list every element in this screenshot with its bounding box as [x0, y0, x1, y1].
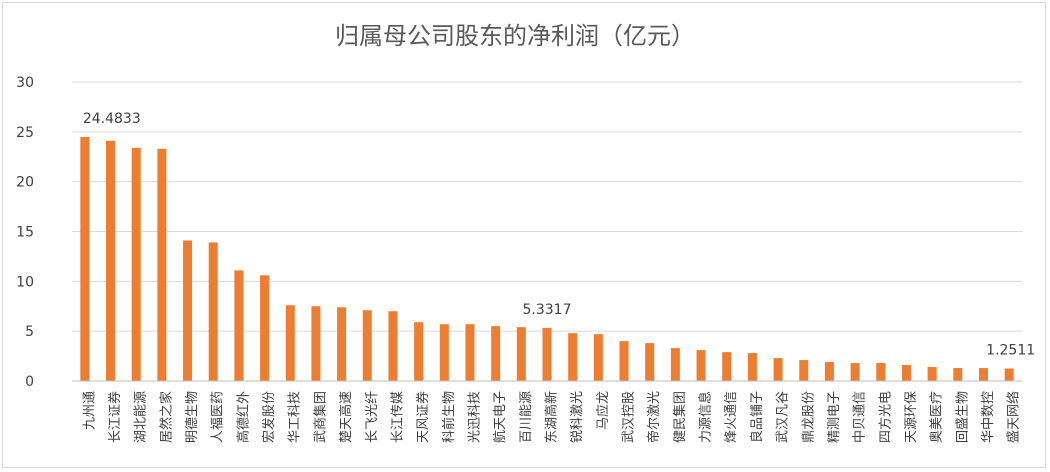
- y-tick-label: 10: [16, 274, 34, 290]
- bar: [131, 147, 141, 381]
- data-labels: 24.4833 5.3317 1.2511: [83, 111, 1035, 359]
- x-category-label: 马应龙: [595, 391, 611, 430]
- bar: [414, 322, 424, 381]
- bar: [234, 270, 244, 381]
- x-category-label: 航天电子: [492, 391, 508, 443]
- x-category-label: 武汉凡谷: [776, 391, 791, 443]
- bar: [568, 333, 578, 381]
- bar: [850, 363, 860, 381]
- bar: [824, 362, 834, 381]
- x-category-label: 科前生物: [441, 391, 457, 443]
- bar: [593, 334, 603, 381]
- bar: [106, 140, 116, 381]
- bar: [953, 368, 963, 381]
- x-category-label: 百川能源: [519, 391, 534, 443]
- data-label: 1.2511: [986, 343, 1035, 359]
- x-category-label: 明德生物: [185, 391, 200, 443]
- x-category-label: 湖北能源: [134, 391, 149, 443]
- x-category-label: 长飞光纤: [365, 391, 380, 443]
- bar: [619, 341, 629, 381]
- bar: [362, 310, 372, 381]
- bars: [80, 136, 1014, 381]
- bar: [1004, 368, 1014, 381]
- bar: [516, 327, 526, 381]
- chart-title: 归属母公司股东的净利润（亿元）: [335, 22, 695, 50]
- y-tick-label: 15: [16, 225, 34, 241]
- x-category-label: 力源信息: [698, 391, 714, 443]
- x-category-label: 回盛生物: [955, 391, 970, 443]
- x-category-label: 长江证券: [107, 391, 123, 443]
- bar: [645, 343, 655, 381]
- x-category-label: 高德红外: [235, 391, 251, 443]
- x-category-label: 良品铺子: [749, 391, 765, 443]
- bar: [439, 324, 449, 381]
- bar: [773, 358, 783, 381]
- bar: [927, 367, 937, 381]
- bar: [183, 240, 193, 381]
- bar: [157, 148, 167, 381]
- bar: [260, 275, 270, 381]
- bar: [208, 242, 218, 381]
- x-category-label: 宏发股份: [261, 391, 277, 443]
- x-category-label: 鼎龙股份: [801, 391, 816, 443]
- x-category-label: 锐科激光: [570, 391, 585, 443]
- y-tick-label: 0: [25, 374, 34, 390]
- y-tick-label: 20: [16, 175, 34, 191]
- x-category-label: 烽火通信: [724, 391, 739, 443]
- bar: [978, 368, 988, 381]
- x-category-label: 健民集团: [672, 391, 688, 443]
- x-category-label: 楚天高速: [338, 391, 354, 443]
- x-category-label: 东湖高新: [544, 391, 560, 443]
- x-category-label: 九州通: [82, 391, 97, 430]
- bar: [388, 311, 398, 381]
- x-category-label: 华工科技: [288, 391, 303, 443]
- bar: [465, 324, 475, 381]
- x-category-label: 天源环保: [904, 391, 919, 443]
- bar: [337, 307, 347, 381]
- bar: [542, 327, 552, 381]
- x-category-label: 华中数控: [981, 391, 996, 443]
- bar: [670, 348, 680, 381]
- x-axis-labels: 九州通 长江证券 湖北能源 居然之家 明德生物 人福医药 高德红外 宏发股份 华工科技 武商集团楚…: [82, 391, 1021, 443]
- bar: [876, 363, 886, 381]
- x-category-label: 武汉控股: [622, 391, 637, 443]
- bar: [491, 326, 501, 381]
- x-category-label: 光迅科技: [467, 391, 482, 443]
- bar: [311, 306, 321, 381]
- gridlines: [72, 81, 1022, 332]
- x-category-label: 中贝通信: [853, 391, 868, 443]
- data-label: 24.4833: [83, 111, 141, 127]
- x-category-label: 长江传媒: [390, 391, 405, 443]
- y-tick-label: 25: [16, 125, 34, 141]
- x-category-label: 武商集团: [312, 391, 328, 443]
- x-category-label: 天风证券: [415, 391, 431, 443]
- x-category-label: 人福医药: [211, 391, 226, 443]
- y-axis-ticks: 0 5 10 15 20 25 30: [16, 75, 34, 390]
- bar: [901, 365, 911, 381]
- x-category-label: 四方光电: [877, 391, 893, 443]
- bar: [747, 353, 757, 381]
- x-category-label: 居然之家: [158, 391, 174, 443]
- y-tick-label: 30: [16, 75, 34, 91]
- bar: [285, 305, 295, 381]
- y-tick-label: 5: [25, 324, 34, 340]
- x-category-label: 盛天网络: [1006, 391, 1022, 443]
- bar: [722, 352, 732, 381]
- x-category-label: 帝尔激光: [646, 391, 662, 443]
- bar: [799, 360, 809, 381]
- x-category-label: 精测电子: [827, 391, 842, 443]
- x-category-label: 奥美医疗: [930, 391, 945, 443]
- bar: [696, 350, 706, 381]
- bar: [80, 136, 90, 381]
- data-label: 5.3317: [523, 302, 572, 318]
